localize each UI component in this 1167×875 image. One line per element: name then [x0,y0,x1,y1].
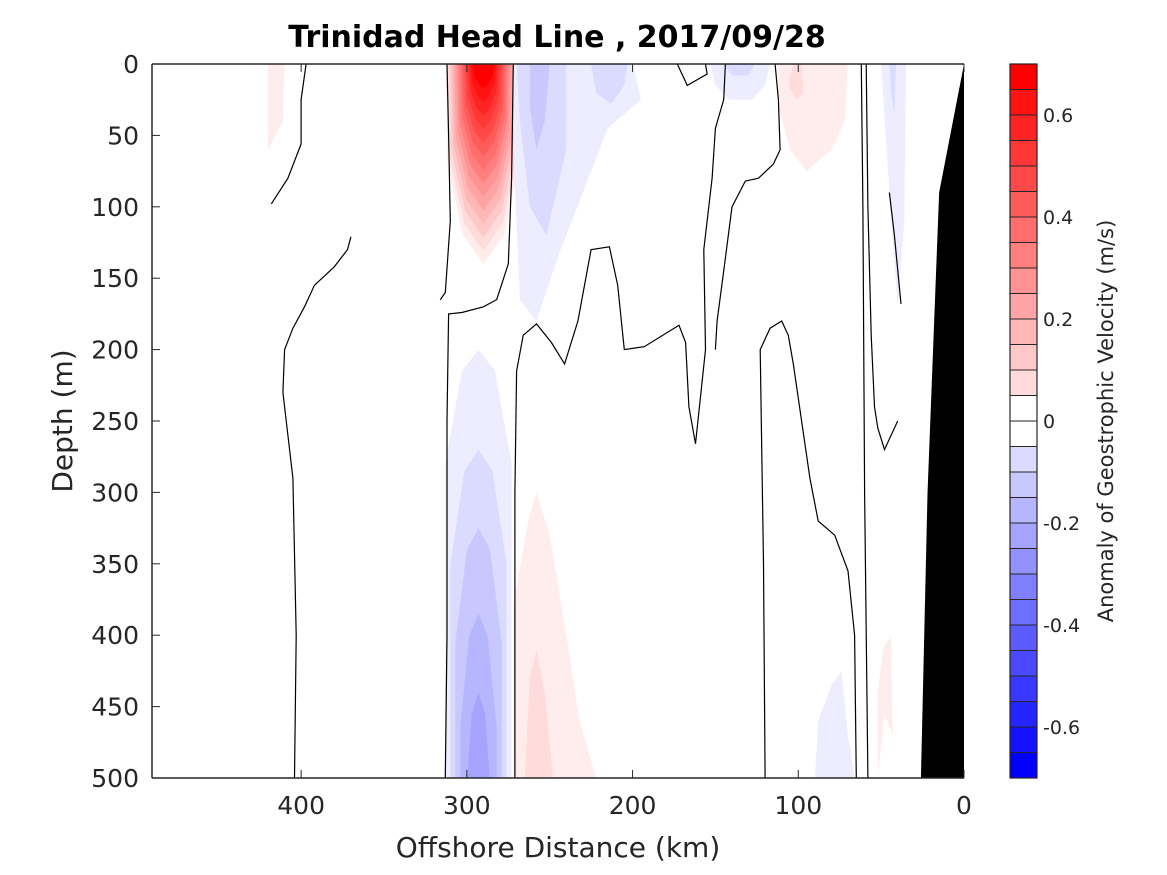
colorbar-band [1009,624,1038,651]
colorbar-band [1009,471,1038,498]
y-tick-label: 0 [123,50,139,79]
colorbar-band [1009,267,1038,294]
bathymetry [920,64,964,778]
colorbar-band [1009,216,1038,243]
colorbar-band [1009,242,1038,269]
y-tick-label: 150 [91,264,139,293]
zero-contour-line [714,64,781,350]
x-tick-label: 300 [443,791,491,820]
zero-contour-line [888,192,902,304]
zero-contours [270,64,902,778]
positive-surface-band [788,64,804,100]
zero-contour-line [860,64,869,778]
negative-surface-band [723,64,756,76]
positive-jet-band [472,64,495,89]
axes: 400 300 200 100 0 0 50 100 150 200 250 300 350 400 450… [91,50,972,820]
colorbar-band [1009,293,1038,320]
negative-surface-band [529,64,550,150]
y-tick-label: 250 [91,407,139,436]
colorbar-band [1009,726,1038,753]
colorbar-band [1009,599,1038,626]
colorbar-band [1009,573,1038,600]
colorbar-band [1009,63,1038,90]
colorbar-band [1009,369,1038,396]
y-tick-label: 350 [91,550,139,579]
negative-nearshore-band [881,64,906,307]
colorbar-tick-label: 0.2 [1043,309,1073,331]
x-tick-label: 400 [277,791,325,820]
y-tick-label: 100 [91,193,139,222]
colorbar-band [1009,522,1038,549]
colorbar-band [1009,752,1038,779]
zero-contour-line [514,64,726,778]
y-axis-label: Depth (m) [46,349,79,492]
positive-offshore-band [268,64,285,150]
colorbar: 0.6 0.4 0.2 0 -0.2 -0.4 -0.6 [1009,63,1080,779]
colorbar-band [1009,701,1038,728]
colorbar-tick-label: 0.6 [1043,105,1073,127]
colorbar-band [1009,650,1038,677]
colorbar-tick-label: -0.6 [1043,717,1080,739]
chart-title: Trinidad Head Line , 2017/09/28 [288,20,825,55]
colorbar-band [1009,675,1038,702]
negative-nearshore-band [889,64,897,114]
negative-core-band [465,692,492,778]
colorbar-band [1009,344,1038,371]
colorbar-band [1009,89,1038,116]
zero-contour-line [759,320,857,778]
positive-deep-band [877,635,893,778]
colorbar-tick-label: 0 [1043,411,1055,433]
colorbar-band [1009,318,1038,345]
colorbar-tick-label: -0.2 [1043,513,1080,535]
colorbar-band [1009,497,1038,524]
y-tick-label: 500 [91,764,139,793]
y-tick-label: 50 [107,121,139,150]
y-tick-label: 300 [91,478,139,507]
colorbar-band [1009,395,1038,422]
negative-deep-band [814,670,855,778]
x-tick-label: 0 [956,791,972,820]
zero-contour-line [439,64,451,300]
negative-surface-band [516,64,567,236]
x-tick-label: 100 [774,791,822,820]
colorbar-label: Anomaly of Geostrophic Velocity (m/s) [1094,220,1118,623]
colorbar-tick-label: 0.4 [1043,207,1073,229]
zero-contour-line [676,64,708,87]
positive-deep-band [524,649,553,778]
filled-contours [268,64,906,778]
colorbar-band [1009,114,1038,141]
zero-contour-line [444,64,514,778]
y-tick-label: 450 [91,693,139,722]
y-tick-label: 400 [91,621,139,650]
colorbar-band [1009,446,1038,473]
colorbar-band [1009,191,1038,218]
colorbar-band [1009,140,1038,167]
zero-contour-line [282,236,352,778]
negative-surface-band [591,64,628,104]
colorbar-tick-label: -0.4 [1043,615,1080,637]
x-tick-label: 200 [609,791,657,820]
x-axis-label: Offshore Distance (km) [396,831,721,864]
colorbar-band [1009,420,1038,447]
zero-contour-line [270,64,307,205]
colorbar-band [1009,548,1038,575]
y-tick-label: 200 [91,336,139,365]
colorbar-band [1009,165,1038,192]
zero-contour-line [865,64,899,452]
